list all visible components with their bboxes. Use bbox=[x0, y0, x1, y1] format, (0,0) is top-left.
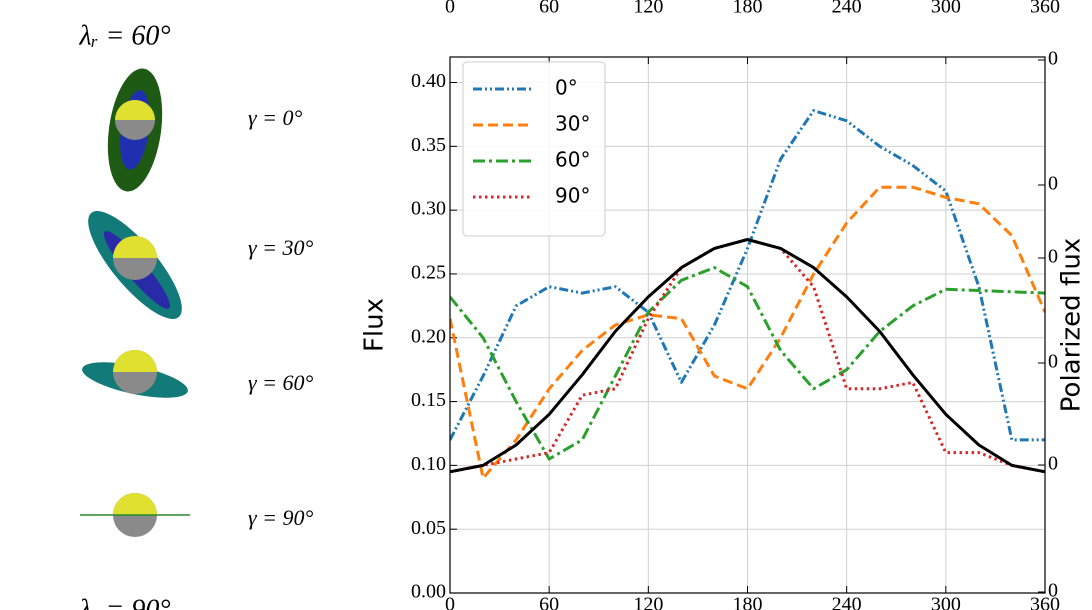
x-top-tick-label: 300 bbox=[931, 0, 961, 18]
series-line bbox=[450, 238, 1045, 474]
x-tick-label: 120 bbox=[633, 594, 663, 610]
y2-tick-label: 0 bbox=[1048, 580, 1058, 602]
y2-tick-label: 0 bbox=[1048, 246, 1058, 268]
row-label: γ = 30° bbox=[248, 235, 314, 260]
series-line bbox=[450, 109, 1045, 442]
legend-label: 60° bbox=[555, 148, 590, 172]
x-top-tick-label: 240 bbox=[832, 0, 862, 18]
y2-tick-label: 0 bbox=[1048, 453, 1058, 475]
x-tick-label: 60 bbox=[539, 594, 559, 610]
y2-tick-label: 0 bbox=[1048, 48, 1058, 70]
x-top-tick-label: 360 bbox=[1030, 0, 1060, 18]
y-tick-label: 0.20 bbox=[411, 325, 446, 347]
y-tick-label: 0.10 bbox=[411, 453, 446, 475]
x-top-tick-label: 60 bbox=[539, 0, 559, 18]
y-tick-label: 0.30 bbox=[411, 198, 446, 220]
y-tick-label: 0.40 bbox=[411, 70, 446, 92]
series-line bbox=[450, 266, 1045, 461]
planet-icons bbox=[80, 68, 190, 537]
legend-label: 30° bbox=[555, 112, 590, 136]
panel-title: λᵣ = 60° bbox=[78, 20, 170, 51]
y-tick-label: 0.15 bbox=[411, 389, 446, 411]
x-tick-label: 360 bbox=[1030, 594, 1060, 610]
x-top-tick-label: 120 bbox=[633, 0, 663, 18]
legend-box bbox=[462, 61, 606, 237]
row-label: γ = 0° bbox=[248, 105, 303, 130]
x-top-tick-label: 0 bbox=[445, 0, 455, 18]
y-tick-label: 0.35 bbox=[411, 134, 446, 156]
legend-label: 90° bbox=[555, 184, 590, 208]
y-tick-label: 0.25 bbox=[411, 262, 446, 284]
next-panel-title: λᵣ = 90° bbox=[78, 594, 170, 610]
legend-label: 0° bbox=[555, 76, 578, 100]
y-axis-label: Flux bbox=[360, 298, 390, 352]
y2-tick-label: 0 bbox=[1048, 351, 1058, 373]
plot-frame bbox=[449, 56, 1046, 594]
y2-axis-label: Polarized flux bbox=[1057, 238, 1087, 412]
row-label: γ = 90° bbox=[248, 505, 314, 530]
x-tick-label: 180 bbox=[733, 594, 763, 610]
series-line bbox=[450, 185, 1045, 480]
plot-lines bbox=[450, 109, 1045, 480]
x-top-tick-label: 180 bbox=[733, 0, 763, 18]
row-label: γ = 60° bbox=[248, 370, 314, 395]
y2-tick-label: 0 bbox=[1048, 173, 1058, 195]
y-tick-label: 0.05 bbox=[411, 517, 446, 539]
x-tick-label: 300 bbox=[931, 594, 961, 610]
y-tick-label: 0.00 bbox=[411, 581, 446, 603]
x-tick-label: 0 bbox=[445, 594, 455, 610]
x-tick-label: 240 bbox=[832, 594, 862, 610]
